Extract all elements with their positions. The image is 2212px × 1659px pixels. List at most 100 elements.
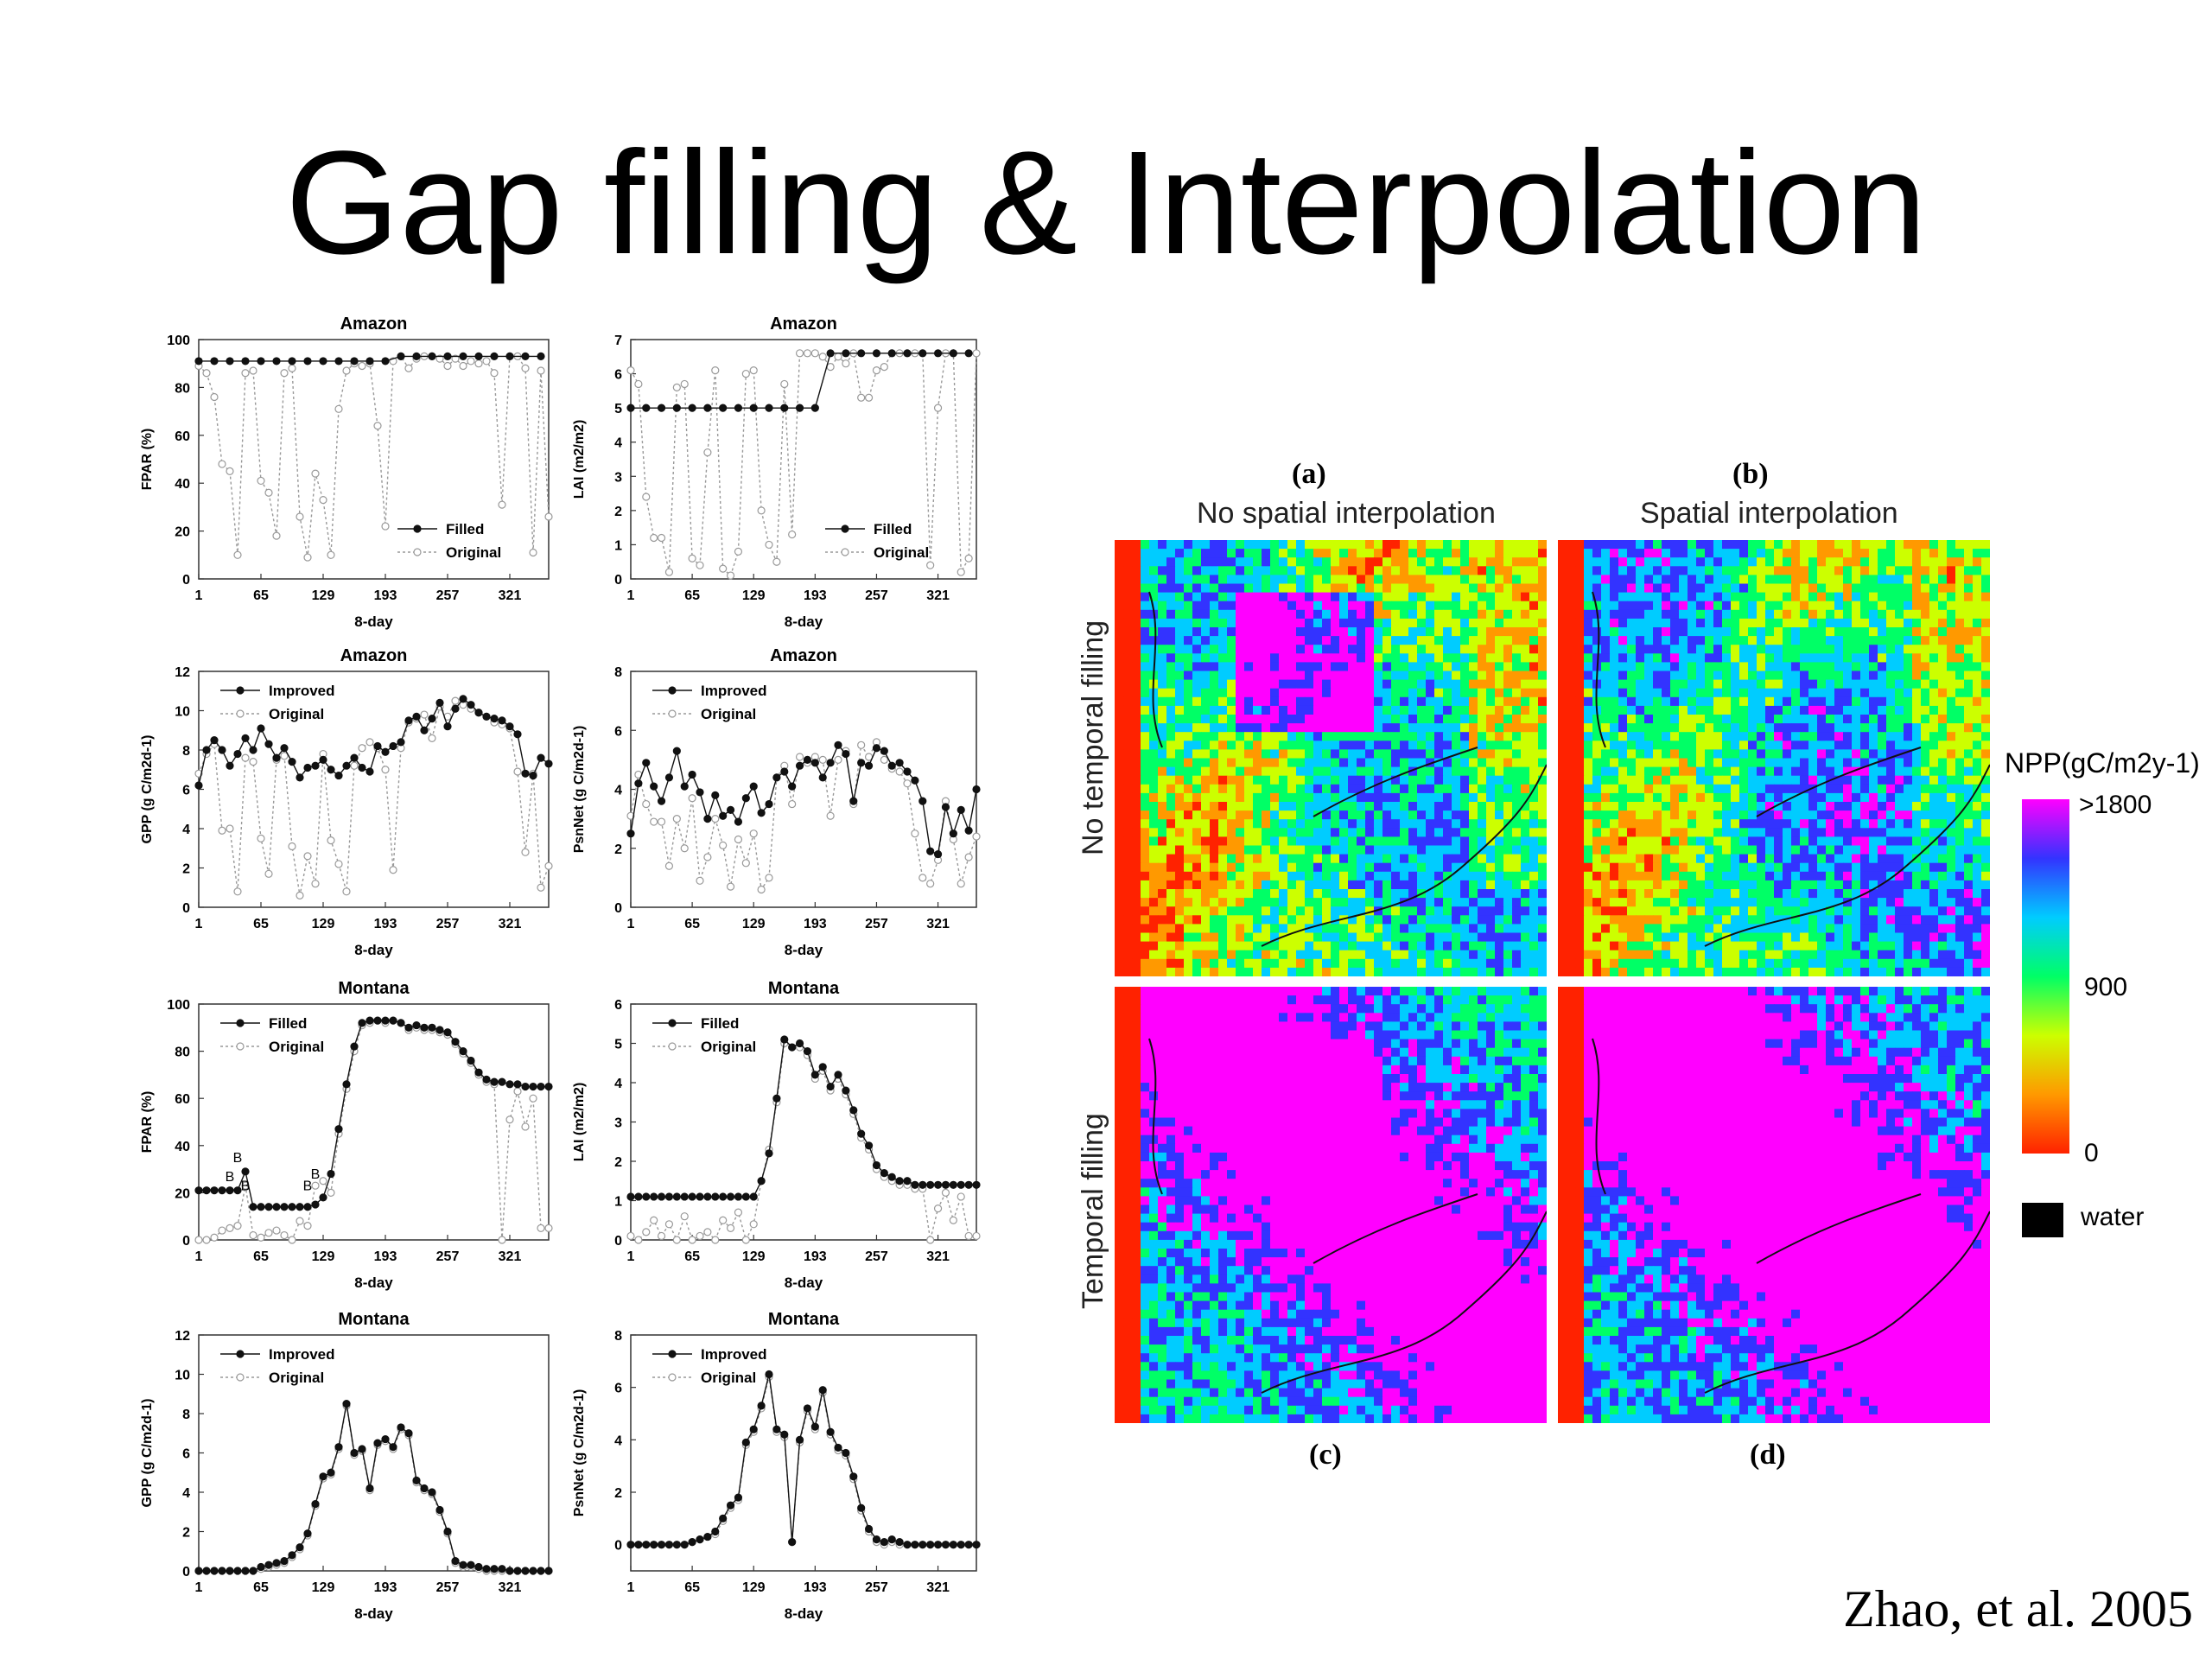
data-point-improved [788,1538,797,1547]
data-point-filled [226,1186,234,1195]
data-point-improved [257,1562,265,1572]
chart-panel-1: Amazon 8-day FPAR (%) 1 65 129 193 257 321 0 20 40 6… [140,315,553,630]
data-point-filled [680,1192,689,1201]
x-tick-label: 65 [253,588,269,603]
legend-label: Original [446,544,501,561]
data-point-improved [311,1500,320,1509]
y-tick-label: 10 [175,705,190,720]
data-point-improved [334,771,343,780]
data-point-filled [459,352,467,360]
data-point-original [650,1216,658,1224]
data-point-original [218,826,226,835]
data-point-improved [529,771,537,780]
data-point-original [826,811,835,820]
data-point-original [749,830,758,838]
data-point-filled [428,352,436,360]
data-point-original [498,1236,506,1244]
data-point-improved [443,1527,452,1536]
data-point-filled [443,1028,452,1037]
data-point-original [842,359,850,368]
column-title-no-spatial: No spatial interpolation [1197,497,1496,530]
data-point-original [249,1230,257,1240]
data-point-filled [842,349,850,358]
data-point-original [381,766,390,774]
data-point-improved [537,753,545,762]
y-tick-label: 3 [614,1116,622,1131]
data-point-filled [810,404,819,412]
chart-panel-5: Montana 8-day FPAR (%) 1 65 129 193 257 321 0 20 40… [140,979,553,1291]
data-point-original [757,885,766,894]
data-point-improved [880,747,888,755]
data-point-original [342,366,351,375]
data-point-original [741,369,750,378]
data-point-filled [365,357,374,365]
data-point-original [726,1224,735,1232]
data-point-improved [972,785,981,794]
data-point-original [795,349,804,358]
data-point-filled [226,357,234,365]
chart-title: Montana [768,1310,840,1329]
data-point-filled [964,1180,973,1189]
data-point-filled [696,1192,704,1201]
legend-marker [236,686,245,695]
legend-label: Filled [269,1015,307,1032]
panel-label-c: (c) [1309,1439,1342,1471]
data-point-original [826,363,835,372]
data-point-filled [887,349,896,358]
data-point-original [435,354,444,363]
data-point-improved [435,698,444,708]
data-point-original [749,366,758,375]
data-point-improved [521,1567,530,1575]
data-point-original [788,799,797,809]
data-point-filled [389,1016,397,1025]
data-point-improved [428,714,436,723]
data-point-filled [864,1141,874,1150]
chart-panel-8: Montana 8-day PsnNet (g C/m2d-1) 1 65 129 193 2… [572,1310,981,1622]
data-point-original [327,1188,335,1198]
data-point-improved [872,744,881,753]
data-point-improved [642,1541,651,1549]
data-point-original [194,1236,203,1244]
data-point-improved [795,1435,804,1444]
row-title-no-temporal: No temporal filling [1077,620,1109,855]
data-point-improved [703,815,712,823]
y-tick-label: 1 [614,538,622,553]
data-point-improved [459,1560,467,1569]
x-tick-label: 129 [312,1249,335,1264]
x-tick-label: 65 [253,1249,269,1264]
data-point-filled [303,357,312,365]
data-point-original [903,779,912,788]
data-point-improved [696,1535,704,1544]
data-point-filled [880,1169,888,1178]
data-point-improved [482,712,491,721]
data-point-filled [513,1080,522,1089]
data-point-improved [757,1402,766,1410]
data-point-original [634,1236,643,1244]
data-point-original [303,1222,312,1230]
data-point-improved [412,1476,421,1484]
data-point-original [941,1188,950,1198]
data-point-original [664,861,674,870]
data-point-filled [397,1019,405,1027]
y-tick-label: 2 [182,1526,190,1541]
data-point-improved [949,830,957,838]
data-point-original [365,738,374,747]
data-point-original [726,571,735,580]
data-point-improved [657,1541,666,1549]
legend-label: Improved [701,1346,767,1363]
data-point-filled [719,404,728,412]
water-label: water [2081,1203,2145,1231]
legend-marker [236,1019,245,1027]
data-point-improved [498,716,506,725]
data-point-improved [949,1541,957,1549]
data-point-improved [887,1535,896,1544]
data-point-filled [288,357,296,365]
data-point-filled [734,1192,743,1201]
legend-label: Original [701,706,756,722]
y-axis-label: PsnNet (g C/m2d-1) [572,1389,587,1517]
data-point-improved [303,763,312,772]
y-tick-label: 2 [614,1486,622,1501]
data-point-improved [420,1484,429,1493]
data-point-original [749,1220,758,1229]
data-point-filled [498,1077,506,1086]
